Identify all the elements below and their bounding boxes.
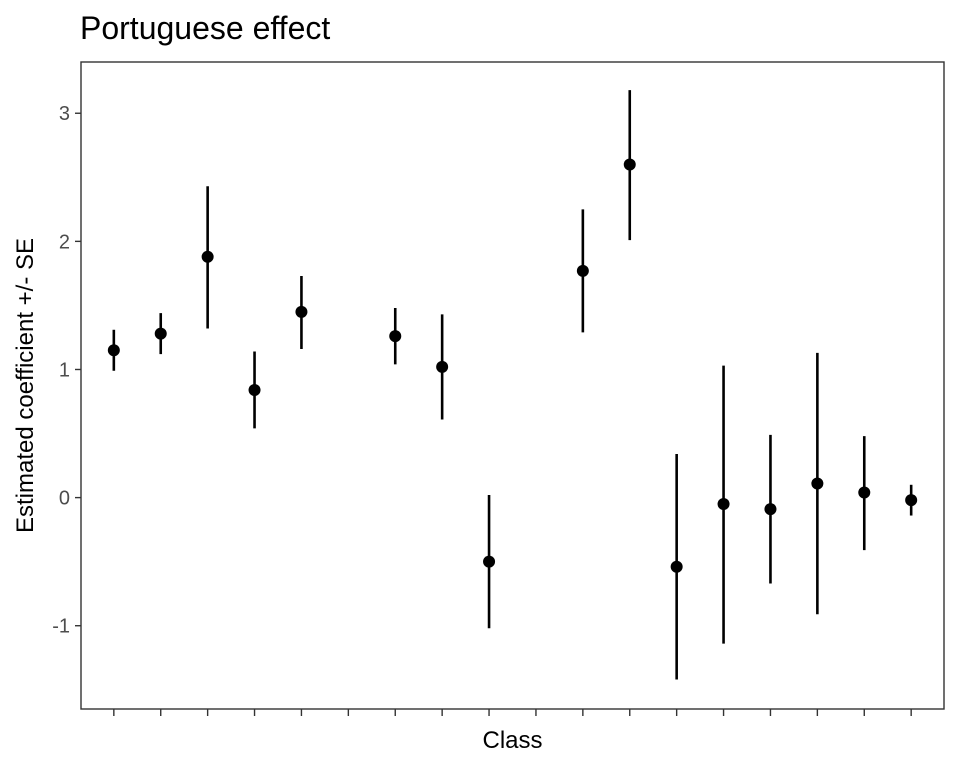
y-tick-label: -1 (52, 616, 70, 638)
y-tick-label: 0 (59, 488, 70, 510)
data-point-group (295, 275, 308, 349)
data-point (764, 503, 777, 516)
data-point (858, 486, 871, 499)
data-point-group (717, 365, 730, 644)
plot-panel (80, 61, 945, 710)
chart-title: Portuguese effect (80, 10, 331, 46)
data-point-group (389, 307, 402, 365)
data-marks (107, 90, 918, 680)
y-tick-label: 3 (59, 103, 70, 125)
data-point (201, 250, 214, 263)
data-point-group (436, 314, 449, 420)
data-point-group (248, 351, 261, 429)
data-point-group (154, 313, 167, 355)
data-point-group (811, 352, 824, 615)
data-point (107, 344, 120, 357)
data-point (623, 158, 636, 171)
data-point-group (670, 454, 683, 680)
x-axis-title: Class (482, 727, 542, 754)
data-point-group (623, 90, 636, 241)
data-point (295, 305, 308, 318)
data-point (154, 327, 167, 340)
data-point-group (107, 329, 120, 371)
x-axis (113, 709, 912, 716)
data-point (811, 477, 824, 490)
data-point (717, 498, 730, 511)
data-point-group (201, 186, 214, 329)
data-point-group (483, 495, 496, 629)
data-point (248, 383, 261, 396)
y-axis: -1 0 1 2 3 (52, 103, 81, 638)
data-point-group (764, 434, 777, 584)
data-point (483, 555, 496, 568)
data-point-group (905, 484, 918, 516)
y-axis-title: Estimated coefficient +/- SE (12, 238, 39, 533)
data-point (389, 330, 402, 343)
data-point (905, 494, 918, 507)
data-point (576, 264, 589, 277)
data-point (436, 360, 449, 373)
data-point (670, 560, 683, 573)
y-tick-label: 1 (59, 359, 70, 381)
y-tick-label: 2 (59, 231, 70, 253)
data-point-group (858, 436, 871, 551)
data-point-group (576, 209, 589, 333)
